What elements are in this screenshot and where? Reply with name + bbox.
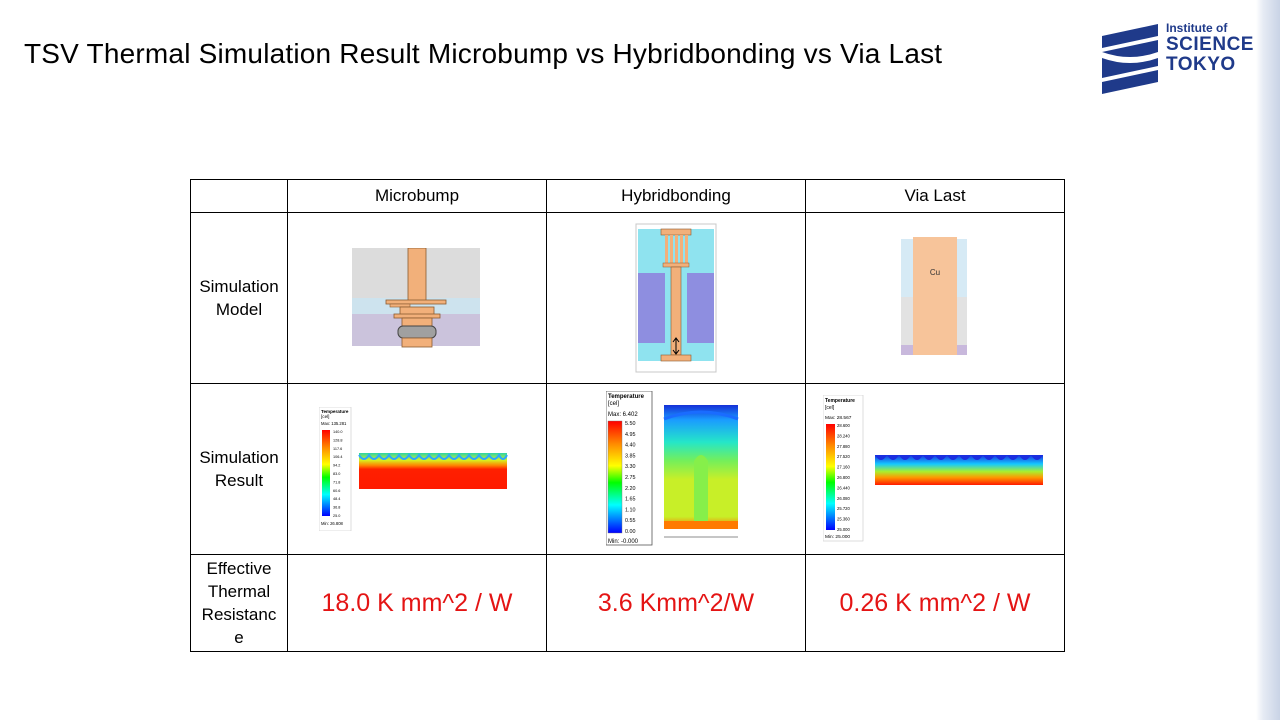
legend-title: Temperature [825,398,855,404]
legend-tick-label: 2.75 [625,475,636,481]
legend-tick-label: 1.65 [625,497,636,503]
via-last-resistance: 0.26 K mm^2 / W [805,554,1065,652]
legend-unit: [cel] [608,401,619,407]
legend-tick-label: 5.50 [625,421,636,427]
hybridbonding-resistance: 3.6 Kmm^2/W [546,554,806,652]
legend-unit: [cel] [825,405,835,411]
legend-min: Min: -0.000 [608,539,639,545]
legend-tick-label: 26.800 [837,475,850,480]
label-line: Resistanc [201,605,277,624]
legend-tick-label: 60.6 [333,489,340,493]
legend-tick-label: 28.240 [837,433,850,438]
microbump-result-figure: Temperature [cel] Max: 135.281 140.0 128.… [319,407,508,531]
legend-ticks: 28.600 28.240 27.880 27.520 27.160 26.800 26.4… [837,423,850,532]
logo-line2: SCIENCE [1166,34,1254,55]
legend-ticks: 5.50 4.95 4.40 3.85 3.30 2.75 2.20 1.65 1.10 0.55… [625,421,636,535]
legend-min: Min: 26.808 [321,521,344,526]
legend-tick-label: 83.0 [333,472,340,476]
legend-min: Min: 25.000 [825,534,850,540]
comparison-table: Microbump Hybridbonding Via Last Simulat… [190,179,1065,652]
model-row-label: Simulation Model [190,212,288,384]
legend-tick-label: 26.440 [837,485,850,490]
cu-label: Cu [930,268,940,277]
hybridbonding-result-figure: Temperature [cel] Max: 6.402 5.50 4.95 4.4… [606,391,739,546]
header-row: Microbump Hybridbonding Via Last [190,179,1065,213]
logo-text: Institute of SCIENCE TOKYO [1166,22,1254,75]
resistance-row-label: Effective Thermal Resistanc e [190,554,288,652]
microbump-model [287,212,547,384]
legend-tick-label: 25.360 [837,517,850,522]
legend-tick-label: 36.8 [333,506,340,510]
microbump-result: Temperature [cel] Max: 135.281 140.0 128.… [287,383,547,555]
legend-tick-label: 0.55 [625,518,636,524]
legend-tick-label: 1.10 [625,507,636,513]
legend-tick-label: 3.30 [625,464,636,470]
legend-tick-label: 25.000 [837,527,850,532]
legend-tick-label: 3.85 [625,453,636,459]
header-microbump: Microbump [287,179,547,213]
label-line: Model [215,300,263,319]
result-row: Simulation Result Te [190,383,1065,555]
legend-tick-label: 27.880 [837,444,850,449]
via-last-result-figure: Temperature [cel] Max: 28.567 28.600 28.2… [823,395,1043,542]
legend-tick-label: 48.4 [333,497,340,501]
microbump-model-figure [352,248,480,348]
header-hybridbonding: Hybridbonding [546,179,806,213]
legend-tick-label: 106.4 [333,455,343,459]
page-title: TSV Thermal Simulation Result Microbump … [24,38,943,69]
logo-line3: TOKYO [1166,54,1236,75]
legend-tick-label: 27.520 [837,454,850,459]
hybridbonding-result: Temperature [cel] Max: 6.402 5.50 4.95 4.4… [546,383,806,555]
legend-tick-label: 2.20 [625,486,636,492]
legend-ticks: 140.0 128.8 117.6 106.4 94.2 83.0 71.8 60.6 48.4… [333,430,343,518]
microbump-resistance: 18.0 K mm^2 / W [287,554,547,652]
result-row-label: Simulation Result [190,383,288,555]
hybridbonding-model [546,212,806,384]
label-line: Thermal [207,582,271,601]
via-last-result: Temperature [cel] Max: 28.567 28.600 28.2… [805,383,1065,555]
legend-max: Max: 6.402 [608,412,638,418]
legend-tick-label: 4.40 [625,443,636,449]
legend-title: Temperature [608,394,645,400]
legend-unit: [cel] [321,414,329,419]
via-last-model: Cu [805,212,1065,384]
resistance-row: Effective Thermal Resistanc e 18.0 K mm^… [190,554,1065,652]
legend-tick-label: 94.2 [333,464,340,468]
right-edge-bar [1256,0,1280,720]
logo-line1: Institute of [1166,21,1228,35]
legend-tick-label: 0.00 [625,529,636,535]
via-last-model-figure: Cu [901,237,967,355]
legend-tick-label: 27.160 [837,465,850,470]
legend-max: Max: 28.567 [825,415,852,421]
label-line: e [234,628,244,647]
legend-tick-label: 26.080 [837,496,850,501]
header-via-last: Via Last [805,179,1065,213]
legend-max: Max: 135.281 [321,421,347,426]
institute-logo-icon [1102,24,1158,94]
legend-tick-label: 25.720 [837,506,850,511]
legend-title: Temperature [321,409,349,414]
legend-tick-label: 4.95 [625,432,636,438]
label-line: Simulation [199,277,279,296]
header-blank [190,179,288,213]
legend-tick-label: 128.8 [333,438,343,442]
label-line: Simulation [199,448,279,467]
legend-tick-label: 71.8 [333,480,340,484]
model-row: Simulation Model [190,212,1065,384]
label-line: Effective [206,559,272,578]
hybridbonding-model-figure [635,223,717,373]
legend-tick-label: 117.6 [333,447,342,451]
legend-tick-label: 25.0 [333,514,340,518]
legend-tick-label: 140.0 [333,430,343,434]
legend-tick-label: 28.600 [837,423,850,428]
label-line: Result [214,471,264,490]
